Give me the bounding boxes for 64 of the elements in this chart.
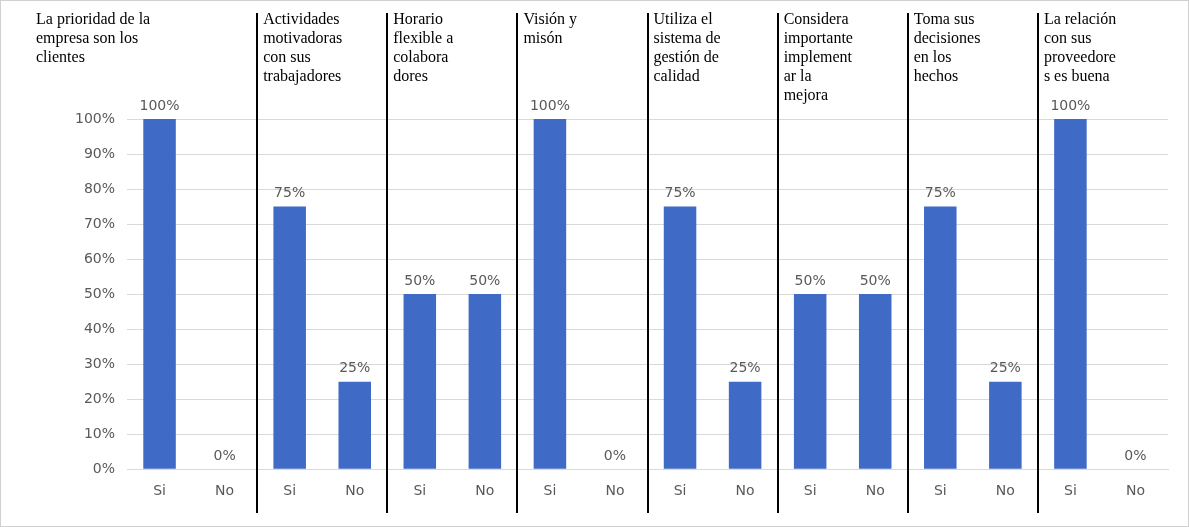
bar bbox=[924, 206, 957, 469]
data-label: 0% bbox=[213, 446, 236, 463]
bar bbox=[143, 119, 176, 469]
x-tick-label: No bbox=[605, 482, 625, 499]
y-tick-label: 0% bbox=[92, 459, 116, 476]
data-label: 100% bbox=[1050, 96, 1091, 113]
bar bbox=[728, 381, 762, 469]
x-tick-label: Si bbox=[673, 482, 687, 499]
y-tick-label: 90% bbox=[83, 144, 116, 161]
bar bbox=[403, 294, 437, 469]
data-label: 50% bbox=[404, 271, 436, 288]
y-tick-label: 60% bbox=[83, 249, 116, 266]
x-tick-label: No bbox=[475, 482, 495, 499]
data-label: 100% bbox=[139, 96, 180, 113]
y-tick-label: 80% bbox=[83, 179, 116, 196]
x-tick-label: Si bbox=[153, 482, 166, 499]
data-label: 50% bbox=[859, 271, 891, 288]
y-tick-label: 50% bbox=[83, 284, 116, 301]
text: Actividades motivadoras con sus trabajadores bbox=[263, 9, 343, 85]
text: Considera importante implement ar la mejora bbox=[783, 9, 853, 104]
bar bbox=[663, 206, 697, 469]
bar bbox=[989, 381, 1022, 469]
text: Horario flexible a colabora dores bbox=[393, 9, 454, 85]
x-tick-label: Si bbox=[933, 482, 947, 499]
bar bbox=[533, 119, 567, 469]
bar bbox=[858, 294, 892, 469]
data-label: 25% bbox=[989, 359, 1021, 376]
data-label: 50% bbox=[469, 271, 501, 288]
x-tick-label: No bbox=[345, 482, 365, 499]
y-tick-label: 20% bbox=[83, 389, 116, 406]
data-label: 0% bbox=[1124, 446, 1147, 463]
data-label: 100% bbox=[529, 96, 570, 113]
bar bbox=[273, 206, 306, 469]
y-tick-label: 40% bbox=[83, 319, 116, 336]
y-tick-label: 30% bbox=[83, 354, 116, 371]
data-label: 50% bbox=[794, 271, 826, 288]
bar bbox=[1054, 119, 1087, 469]
x-tick-label: No bbox=[215, 482, 235, 499]
y-tick-label: 100% bbox=[74, 109, 116, 126]
bar bbox=[468, 294, 502, 469]
text: La prioridad de la empresa son los clientes bbox=[36, 9, 151, 66]
x-tick-label: Si bbox=[803, 482, 817, 499]
x-tick-label: Si bbox=[1064, 482, 1077, 499]
data-label: 0% bbox=[603, 446, 627, 463]
x-tick-label: Si bbox=[283, 482, 297, 499]
data-label: 25% bbox=[339, 359, 371, 376]
text: Toma sus decisiones en los hechos bbox=[913, 9, 981, 85]
y-tick-label: 70% bbox=[83, 214, 116, 231]
bar bbox=[338, 381, 371, 469]
data-label: 25% bbox=[729, 359, 761, 376]
text: La relación con sus proveedore s es buena bbox=[1043, 9, 1117, 85]
data-label: 75% bbox=[664, 184, 696, 201]
text: Visión y misón bbox=[523, 9, 578, 47]
text: Utiliza el sistema de gestión de calidad bbox=[653, 9, 721, 85]
x-tick-label: No bbox=[865, 482, 885, 499]
bar bbox=[793, 294, 827, 469]
x-tick-label: Si bbox=[543, 482, 557, 499]
x-tick-label: No bbox=[995, 482, 1015, 499]
data-label: 75% bbox=[274, 184, 306, 201]
data-label: 75% bbox=[924, 184, 956, 201]
x-tick-label: Si bbox=[413, 482, 427, 499]
x-tick-label: No bbox=[1125, 482, 1145, 499]
y-tick-label: 10% bbox=[83, 424, 116, 441]
x-tick-label: No bbox=[735, 482, 755, 499]
